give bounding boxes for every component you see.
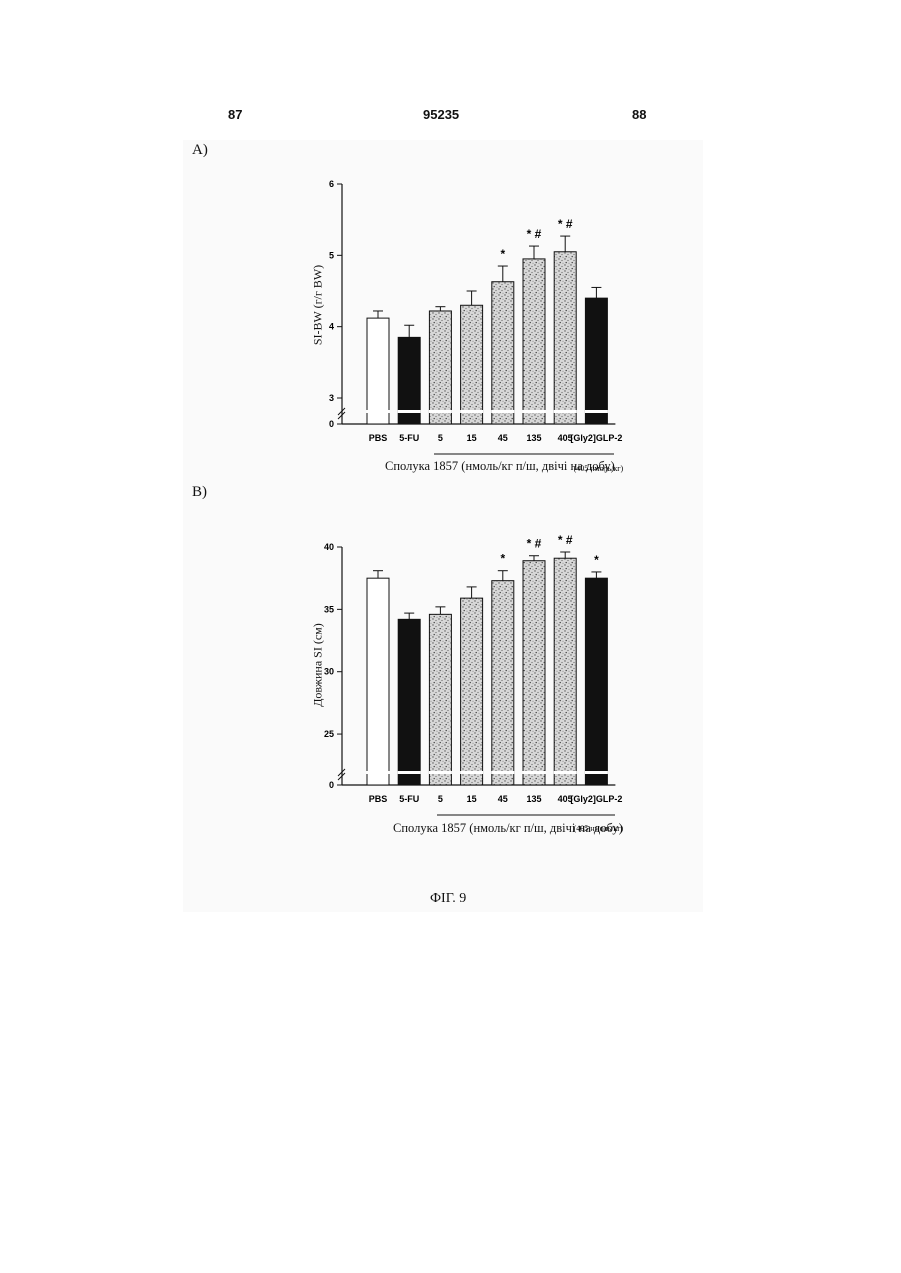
- significance-marker: * #: [527, 227, 542, 241]
- bar-break-gap: [554, 771, 577, 774]
- bar-break-gap: [398, 771, 421, 774]
- y-tick-label: 30: [324, 667, 334, 677]
- x-category-label: PBS: [369, 433, 388, 443]
- bar-break-gap: [367, 771, 390, 774]
- chart-panel-b: 025303540PBS5-FU515*45* #135* #405*[Gly2…: [324, 533, 624, 833]
- x-category-label: 45: [498, 433, 508, 443]
- chart-panel-a: 03456PBS5-FU515*45* #135* #405[Gly2]GLP-…: [329, 179, 624, 473]
- x-category-note: (405 нмоль/кг): [574, 824, 624, 833]
- significance-marker: * #: [527, 537, 542, 551]
- bar: [367, 578, 389, 785]
- x-category-label: 15: [467, 433, 477, 443]
- bar: [398, 619, 420, 785]
- x-category-label: 5: [438, 794, 443, 804]
- bar-break-gap: [491, 410, 514, 413]
- significance-marker: *: [594, 553, 599, 567]
- bar-break-gap: [460, 410, 483, 413]
- x-category-label: 5-FU: [399, 794, 419, 804]
- x-category-label: 45: [498, 794, 508, 804]
- x-category-label: 135: [526, 794, 541, 804]
- bar-break-gap: [491, 771, 514, 774]
- bar-break-gap: [523, 410, 546, 413]
- x-category-label: 5: [438, 433, 443, 443]
- y-tick-label: 5: [329, 250, 334, 260]
- bar: [461, 305, 483, 424]
- y-tick-label: 0: [329, 419, 334, 429]
- bar: [492, 581, 514, 785]
- bar: [554, 252, 576, 424]
- x-category-label: 15: [467, 794, 477, 804]
- bar: [461, 598, 483, 785]
- bar-break-gap: [429, 410, 452, 413]
- x-category-label: 135: [526, 433, 541, 443]
- x-category-label: PBS: [369, 794, 388, 804]
- y-tick-label: 40: [324, 542, 334, 552]
- bar-break-gap: [460, 771, 483, 774]
- bar-break-gap: [585, 771, 608, 774]
- bar: [492, 282, 514, 424]
- bar: [554, 558, 576, 785]
- x-category-label: [Gly2]GLP-2: [570, 794, 622, 804]
- significance-marker: *: [500, 247, 505, 261]
- y-tick-label: 25: [324, 729, 334, 739]
- bar: [523, 561, 545, 785]
- bar-break-gap: [398, 410, 421, 413]
- bar: [429, 311, 451, 424]
- x-category-label: [Gly2]GLP-2: [570, 433, 622, 443]
- y-tick-label: 4: [329, 322, 334, 332]
- significance-marker: * #: [558, 217, 573, 231]
- bar: [585, 578, 607, 785]
- x-category-note: (405 нмоль/кг): [574, 464, 624, 473]
- bar: [429, 614, 451, 785]
- y-tick-label: 6: [329, 179, 334, 189]
- bar: [367, 318, 389, 424]
- y-tick-label: 35: [324, 604, 334, 614]
- significance-marker: * #: [558, 533, 573, 547]
- significance-marker: *: [500, 552, 505, 566]
- bar: [523, 259, 545, 424]
- bar-break-gap: [429, 771, 452, 774]
- bar-break-gap: [367, 410, 390, 413]
- y-tick-label: 0: [329, 780, 334, 790]
- bar-break-gap: [523, 771, 546, 774]
- bar-break-gap: [554, 410, 577, 413]
- bar-break-gap: [585, 410, 608, 413]
- bar: [585, 298, 607, 424]
- x-category-label: 5-FU: [399, 433, 419, 443]
- y-tick-label: 3: [329, 393, 334, 403]
